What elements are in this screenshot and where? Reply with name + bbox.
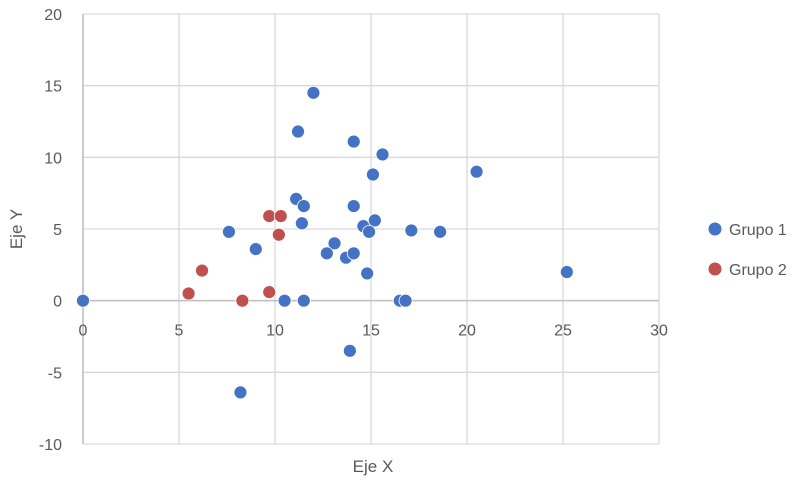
y-axis-label: Eje Y xyxy=(7,209,26,249)
data-point xyxy=(346,134,361,149)
data-point xyxy=(294,216,309,231)
x-tick-label: 10 xyxy=(266,323,284,340)
y-tick-label: 5 xyxy=(53,222,62,239)
legend-marker xyxy=(708,222,722,236)
legend: Grupo 1 Grupo 2 xyxy=(708,222,787,279)
data-point xyxy=(76,293,90,308)
data-point xyxy=(367,213,382,228)
y-tick-label: -10 xyxy=(39,437,62,454)
y-tick-label: 20 xyxy=(44,7,62,24)
tick-labels: 0 5 10 15 20 25 30 -10 -5 0 5 10 15 20 xyxy=(39,7,668,454)
data-point xyxy=(319,246,334,261)
data-point xyxy=(469,164,484,179)
x-tick-label: 25 xyxy=(554,323,572,340)
data-point xyxy=(375,147,390,162)
data-point xyxy=(222,224,236,239)
data-point xyxy=(262,209,277,224)
y-tick-label: 0 xyxy=(53,294,62,311)
legend-label: Grupo 2 xyxy=(729,262,787,279)
data-point xyxy=(181,286,196,301)
data-point xyxy=(433,224,448,239)
x-tick-label: 30 xyxy=(650,323,668,340)
data-point xyxy=(248,242,263,256)
gridlines xyxy=(82,13,660,445)
x-axis-label: Eje X xyxy=(353,457,394,476)
data-point xyxy=(366,167,380,182)
x-tick-label: 5 xyxy=(175,323,184,340)
data-point xyxy=(306,85,321,100)
x-tick-label: 0 xyxy=(79,323,88,340)
data-point xyxy=(233,385,248,400)
x-tick-label: 15 xyxy=(362,323,380,340)
y-tick-label: 15 xyxy=(44,79,62,96)
data-point xyxy=(360,266,375,281)
data-point xyxy=(291,124,305,139)
data-point xyxy=(362,224,376,239)
legend-marker xyxy=(708,262,722,276)
data-point xyxy=(398,293,413,308)
y-tick-label: -5 xyxy=(48,365,62,382)
data-point xyxy=(559,265,574,279)
data-point xyxy=(342,343,357,358)
data-points xyxy=(76,85,574,400)
data-point xyxy=(327,236,342,251)
data-point xyxy=(296,199,311,213)
data-point xyxy=(262,285,277,299)
x-tick-label: 20 xyxy=(458,323,476,340)
data-point xyxy=(235,293,250,308)
data-point xyxy=(296,293,311,308)
data-point xyxy=(346,199,361,213)
legend-label: Grupo 1 xyxy=(729,222,787,239)
data-point xyxy=(404,223,419,238)
data-point xyxy=(271,227,286,242)
data-point xyxy=(346,246,361,261)
y-tick-label: 10 xyxy=(44,150,62,167)
data-point xyxy=(273,209,288,224)
data-point xyxy=(195,263,209,278)
data-point xyxy=(277,293,292,308)
